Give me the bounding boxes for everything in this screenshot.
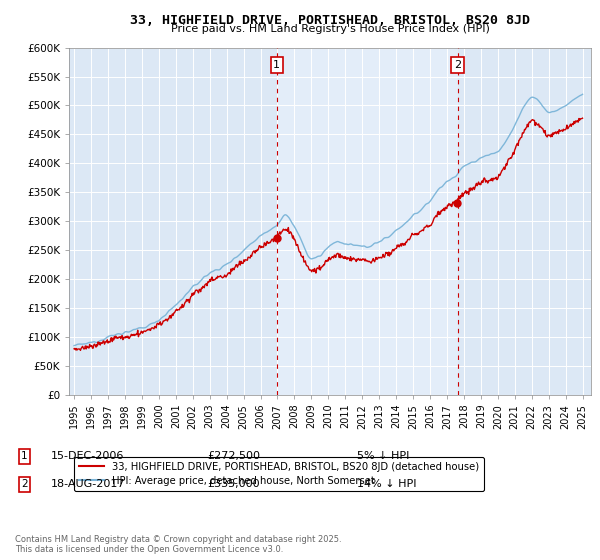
Text: 18-AUG-2017: 18-AUG-2017 [51,479,125,489]
Bar [277,48,458,395]
Text: 33, HIGHFIELD DRIVE, PORTISHEAD, BRISTOL, BS20 8JD: 33, HIGHFIELD DRIVE, PORTISHEAD, BRISTOL… [130,14,530,27]
Text: 15-DEC-2006: 15-DEC-2006 [51,451,124,461]
Text: £272,500: £272,500 [207,451,260,461]
Text: 2: 2 [454,60,461,70]
Text: 1: 1 [273,60,280,70]
Text: 14% ↓ HPI: 14% ↓ HPI [357,479,416,489]
Legend: 33, HIGHFIELD DRIVE, PORTISHEAD, BRISTOL, BS20 8JD (detached house), HPI: Averag: 33, HIGHFIELD DRIVE, PORTISHEAD, BRISTOL… [74,457,484,491]
Text: Price paid vs. HM Land Registry's House Price Index (HPI): Price paid vs. HM Land Registry's House … [170,24,490,34]
Text: 5% ↓ HPI: 5% ↓ HPI [357,451,409,461]
Text: Contains HM Land Registry data © Crown copyright and database right 2025.
This d: Contains HM Land Registry data © Crown c… [15,535,341,554]
Text: £335,000: £335,000 [207,479,260,489]
Text: 1: 1 [21,451,28,461]
Text: 2: 2 [21,479,28,489]
